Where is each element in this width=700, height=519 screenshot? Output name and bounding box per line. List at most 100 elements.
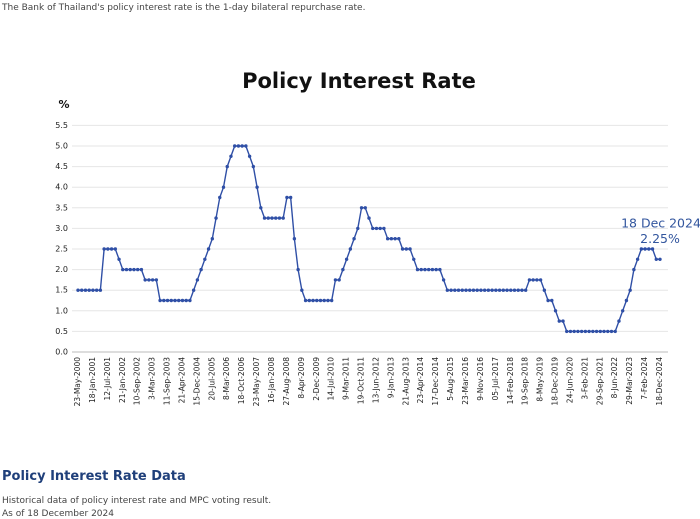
data-point	[374, 226, 379, 231]
data-point	[87, 288, 91, 292]
series-line	[78, 145, 660, 333]
x-tick-label: 23-May-2000	[73, 357, 82, 407]
data-point	[292, 237, 297, 241]
data-point	[91, 288, 95, 292]
data-point	[251, 164, 256, 169]
data-point	[348, 247, 353, 251]
x-tick-label: 18-Dec-2024	[655, 357, 664, 406]
data-point	[565, 329, 569, 334]
value-label: 2.25%	[640, 231, 680, 246]
data-point	[158, 298, 162, 303]
data-point	[98, 288, 103, 292]
section-title: Policy Interest Rate Data	[2, 469, 186, 484]
y-tick-label: 3.0	[55, 224, 68, 233]
data-point	[371, 226, 375, 231]
data-point	[135, 267, 140, 272]
y-tick-label: 2.0	[55, 265, 68, 274]
data-point	[177, 298, 181, 303]
data-point	[341, 267, 345, 272]
data-point	[184, 298, 188, 303]
data-point	[315, 298, 319, 303]
y-tick-label: 2.5	[55, 245, 68, 254]
data-point	[106, 247, 110, 251]
x-tick-label: 8-May-2019	[536, 357, 545, 402]
data-point	[501, 288, 506, 292]
data-point	[389, 237, 394, 241]
data-point	[475, 288, 479, 292]
data-point	[221, 185, 226, 189]
data-point	[441, 278, 446, 282]
data-point	[378, 226, 382, 231]
data-point	[438, 267, 442, 272]
data-point	[307, 298, 312, 303]
data-point	[456, 288, 461, 292]
data-point	[397, 237, 401, 241]
annotation: 18 Dec 2024	[621, 216, 700, 231]
x-tick-label: 15-Dec-2004	[192, 357, 201, 406]
x-tick-label: 3-Mar-2003	[148, 357, 157, 400]
data-point	[218, 195, 222, 200]
data-point	[214, 216, 218, 220]
data-point	[270, 216, 274, 220]
header-note: The Bank of Thailand's policy interest r…	[2, 3, 366, 13]
x-tick-label: 24-Jun-2020	[565, 357, 574, 403]
x-tick-label: 8-Apr-2009	[297, 357, 306, 399]
data-point	[180, 298, 185, 303]
data-point	[382, 226, 386, 231]
x-tick-label: 19-Sep-2018	[521, 357, 530, 405]
data-point	[598, 329, 603, 334]
data-point	[102, 247, 106, 251]
data-point	[199, 267, 203, 272]
data-point	[602, 329, 606, 334]
x-tick-label: 05-Jul-2017	[491, 357, 500, 401]
data-point	[285, 195, 289, 200]
data-point	[76, 288, 80, 292]
x-tick-label: 20-Jul-2005	[207, 357, 216, 401]
data-point	[523, 288, 528, 292]
data-point	[620, 309, 625, 313]
data-point	[609, 329, 614, 334]
data-point	[613, 329, 617, 334]
data-point	[240, 144, 244, 148]
data-point	[277, 216, 282, 220]
data-point	[538, 278, 543, 282]
data-point	[576, 329, 580, 334]
data-point	[535, 278, 539, 282]
data-point	[490, 288, 494, 292]
data-point	[236, 144, 241, 148]
data-point	[109, 247, 114, 251]
data-point	[259, 206, 263, 210]
data-point	[113, 247, 118, 251]
data-point	[404, 247, 409, 251]
data-point	[124, 267, 129, 272]
data-point	[419, 267, 423, 272]
data-point	[412, 257, 416, 261]
data-point	[553, 309, 558, 313]
data-point	[337, 278, 341, 282]
x-tick-label: 14-Jul-2010	[327, 357, 336, 401]
data-point	[281, 216, 285, 220]
x-tick-label: 29-Mar-2023	[625, 357, 634, 405]
data-point	[266, 216, 270, 220]
data-point	[385, 237, 390, 241]
data-point	[520, 288, 524, 292]
data-point	[635, 257, 640, 261]
data-point	[527, 278, 532, 282]
x-tick-label: 23-May-2007	[252, 357, 261, 407]
data-point	[195, 278, 200, 282]
data-point	[363, 206, 367, 210]
data-point	[460, 288, 464, 292]
data-point	[408, 247, 412, 251]
x-tick-label: 8-Mar-2006	[222, 357, 231, 400]
data-point	[628, 288, 632, 292]
data-point	[606, 329, 610, 334]
x-tick-label: 5-Aug-2015	[446, 357, 455, 401]
data-point	[449, 288, 453, 292]
x-tick-label: 11-Sep-2003	[163, 357, 172, 405]
data-point	[453, 288, 457, 292]
y-axis-label: %	[58, 98, 69, 111]
data-point	[139, 267, 144, 272]
y-tick-label: 0.5	[55, 327, 68, 336]
data-point	[225, 164, 229, 169]
